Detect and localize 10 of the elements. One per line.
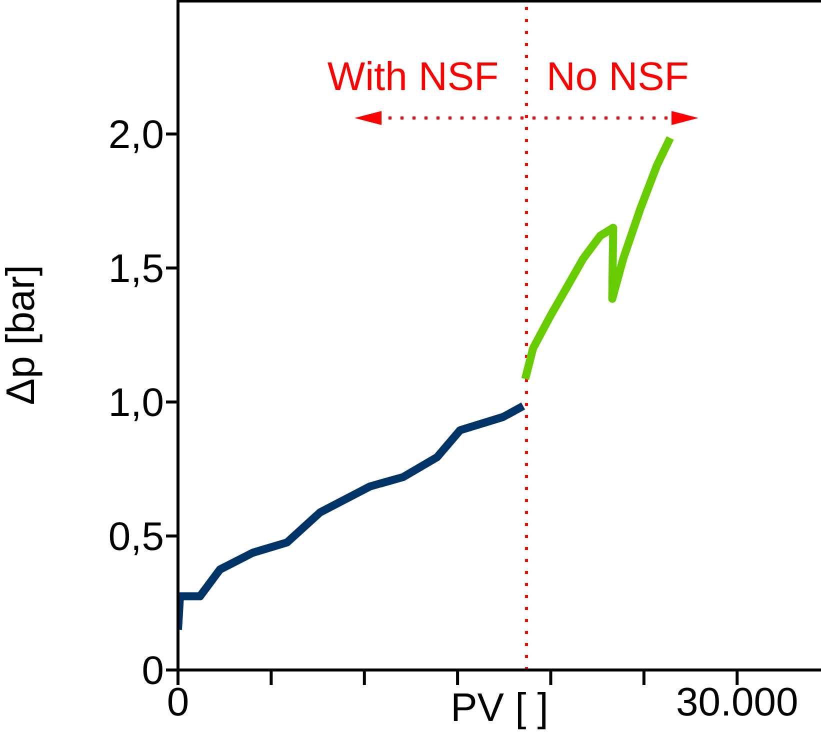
y-tick-label: 0,5 [108, 515, 164, 560]
y-tick-label: 0 [142, 649, 164, 694]
y-tick-label: 2,0 [108, 113, 164, 158]
y-tick-label: 1,5 [108, 247, 164, 292]
y-axis-title: Δp [bar] [0, 264, 44, 406]
annotation: No NSF [546, 55, 689, 99]
y-tick-label: 1,0 [108, 381, 164, 426]
x-axis-title: PV [ ] [450, 686, 548, 730]
annotation: With NSF [327, 55, 499, 99]
x-tick-label: 30.000 [676, 680, 798, 724]
